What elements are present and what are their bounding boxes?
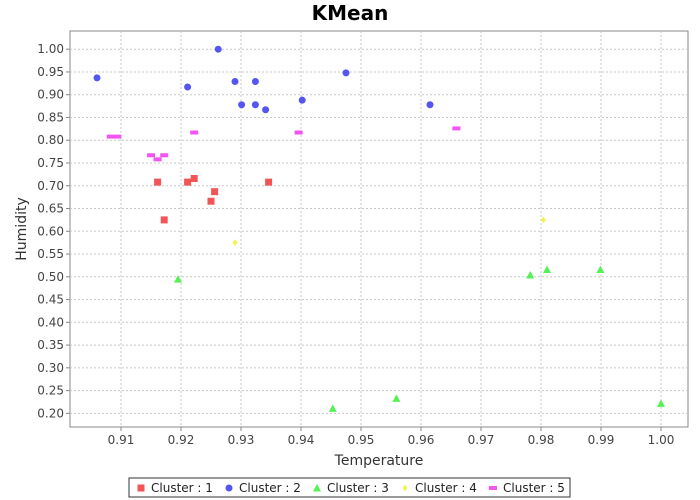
cluster-2-point xyxy=(426,101,434,109)
x-axis-ticks: 0.91 0.92 0.93 0.94 0.95 0.96 0.97 0.98 0.99 1.00 xyxy=(108,427,675,447)
cluster-1-point xyxy=(160,216,168,224)
y-tick-label: 0.75 xyxy=(37,156,64,170)
x-axis-label: Temperature xyxy=(334,453,424,469)
cluster-3-point xyxy=(526,270,535,279)
y-tick-label: 0.20 xyxy=(37,406,64,420)
cluster-5-point xyxy=(190,130,199,135)
x-tick-label: 0.99 xyxy=(588,433,615,447)
y-tick-label: 0.85 xyxy=(37,110,64,124)
cluster-2-point xyxy=(251,78,259,86)
cluster-5-point xyxy=(160,153,169,158)
legend: Cluster : 1 Cluster : 2 Cluster : 3 Cluster… xyxy=(128,477,571,498)
y-tick-label: 0.55 xyxy=(37,247,64,261)
x-tick-label: 0.98 xyxy=(528,433,555,447)
x-tick-label: 0.93 xyxy=(228,433,255,447)
cluster-5-point xyxy=(153,157,162,162)
y-tick-label: 0.65 xyxy=(37,202,64,216)
cluster-5-point xyxy=(452,126,461,131)
cluster-1-point xyxy=(265,178,273,186)
cluster-5-point xyxy=(147,153,155,158)
x-tick-label: 0.91 xyxy=(108,433,135,447)
y-tick-label: 0.80 xyxy=(37,133,64,147)
cluster-2-point xyxy=(214,45,222,53)
cluster-1-point xyxy=(154,178,162,186)
cluster-1-point xyxy=(190,174,198,182)
cluster-2-point xyxy=(342,69,350,77)
y-tick-label: 0.35 xyxy=(37,338,64,352)
cluster-4-point xyxy=(540,216,546,224)
legend-label-cluster-2: Cluster : 2 xyxy=(239,481,301,495)
data-points xyxy=(93,45,665,412)
y-tick-label: 0.45 xyxy=(37,293,64,307)
cluster-1-point xyxy=(207,197,215,205)
cluster-2-point xyxy=(262,106,270,114)
cluster-2-point xyxy=(298,96,306,104)
y-tick-label: 0.95 xyxy=(37,65,64,79)
cluster-1-point xyxy=(184,178,192,186)
cluster-3-point xyxy=(596,265,605,274)
y-axis-ticks: 0.20 0.25 0.30 0.35 0.40 0.45 0.50 0.55 0.60 0.65… xyxy=(37,42,70,420)
legend-marker-cluster-4 xyxy=(402,484,408,492)
cluster-1-point xyxy=(211,188,219,196)
y-tick-label: 0.50 xyxy=(37,270,64,284)
legend-label-cluster-1: Cluster : 1 xyxy=(151,481,213,495)
grid-lines xyxy=(70,31,688,427)
cluster-3-point xyxy=(392,394,401,402)
x-tick-label: 0.94 xyxy=(288,433,315,447)
legend-marker-cluster-1 xyxy=(137,484,145,492)
cluster-3-point xyxy=(174,275,182,283)
y-tick-label: 0.30 xyxy=(37,361,64,375)
cluster-3-point xyxy=(328,404,337,412)
legend-box xyxy=(128,477,571,498)
x-tick-label: 0.97 xyxy=(468,433,495,447)
legend-marker-cluster-5 xyxy=(489,486,497,490)
cluster-5-point xyxy=(294,130,303,135)
y-tick-label: 0.25 xyxy=(37,384,64,398)
x-tick-label: 0.92 xyxy=(168,433,195,447)
legend-marker-cluster-3 xyxy=(313,484,321,492)
cluster-5-point xyxy=(106,134,115,139)
cluster-5-point xyxy=(113,134,122,139)
cluster-3-point xyxy=(543,265,551,274)
legend-label-cluster-4: Cluster : 4 xyxy=(415,481,477,495)
x-tick-label: 0.96 xyxy=(408,433,435,447)
cluster-2-point xyxy=(231,78,239,86)
legend-marker-cluster-2 xyxy=(225,484,233,492)
legend-label-cluster-5: Cluster : 5 xyxy=(503,481,565,495)
cluster-4-point xyxy=(232,239,238,247)
cluster-2-point xyxy=(238,101,246,109)
legend-label-cluster-3: Cluster : 3 xyxy=(327,481,389,495)
y-tick-label: 0.40 xyxy=(37,315,64,329)
chart-title: KMean xyxy=(312,1,389,25)
cluster-2-point xyxy=(251,101,259,109)
y-axis-label: Humidity xyxy=(14,197,30,260)
cluster-3-point xyxy=(657,399,665,407)
y-tick-label: 0.60 xyxy=(37,224,64,238)
x-tick-label: 1.00 xyxy=(648,433,675,447)
cluster-2-point xyxy=(93,74,101,82)
plot-area xyxy=(69,30,689,428)
y-tick-label: 0.70 xyxy=(37,179,64,193)
cluster-2-point xyxy=(184,83,192,91)
y-tick-label: 0.90 xyxy=(37,88,64,102)
y-tick-label: 1.00 xyxy=(37,42,64,56)
x-tick-label: 0.95 xyxy=(348,433,375,447)
